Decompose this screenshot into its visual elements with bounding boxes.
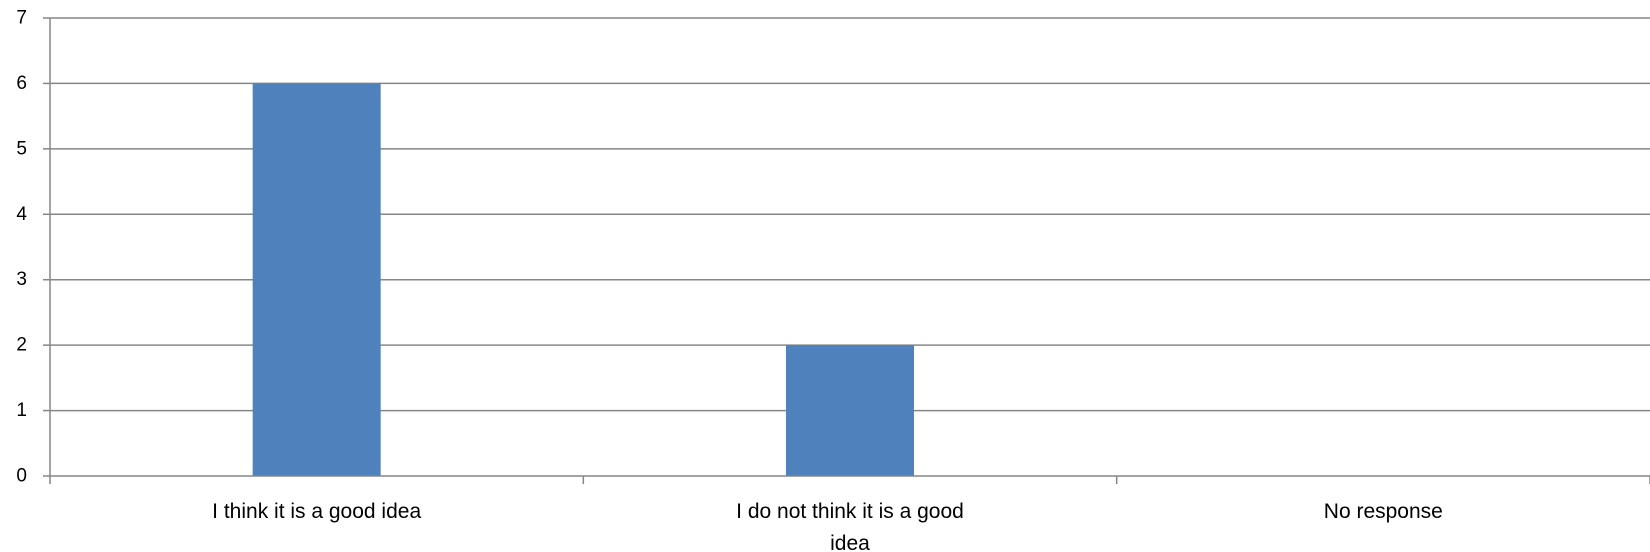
x-category-label: No response	[1324, 500, 1443, 523]
y-tick-label: 0	[16, 466, 27, 487]
y-tick-label: 2	[16, 335, 27, 356]
x-category-label: I do not think it is a good idea	[736, 500, 964, 552]
y-tick-label: 6	[16, 73, 27, 94]
axes	[43, 17, 1650, 484]
x-category-label: I think it is a good idea	[212, 500, 421, 523]
y-tick-label: 3	[16, 269, 27, 290]
x-category-label-line: idea	[830, 532, 870, 552]
x-category-label-line: I think it is a good idea	[212, 500, 421, 523]
bar-2	[786, 345, 914, 476]
x-category-labels: I think it is a good idea I do not think …	[212, 500, 1443, 552]
y-tick-label: 5	[16, 138, 27, 159]
x-category-label-line: I do not think it is a good	[736, 500, 964, 523]
bars	[252, 83, 914, 476]
y-tick-label: 7	[16, 8, 27, 29]
y-tick-label: 4	[16, 204, 27, 225]
y-tick-label: 1	[16, 400, 27, 421]
x-category-label-line: No response	[1324, 500, 1443, 523]
y-tick-labels: 0 1 2 3 4 5 6 7	[16, 8, 27, 487]
bar-1	[252, 83, 381, 476]
